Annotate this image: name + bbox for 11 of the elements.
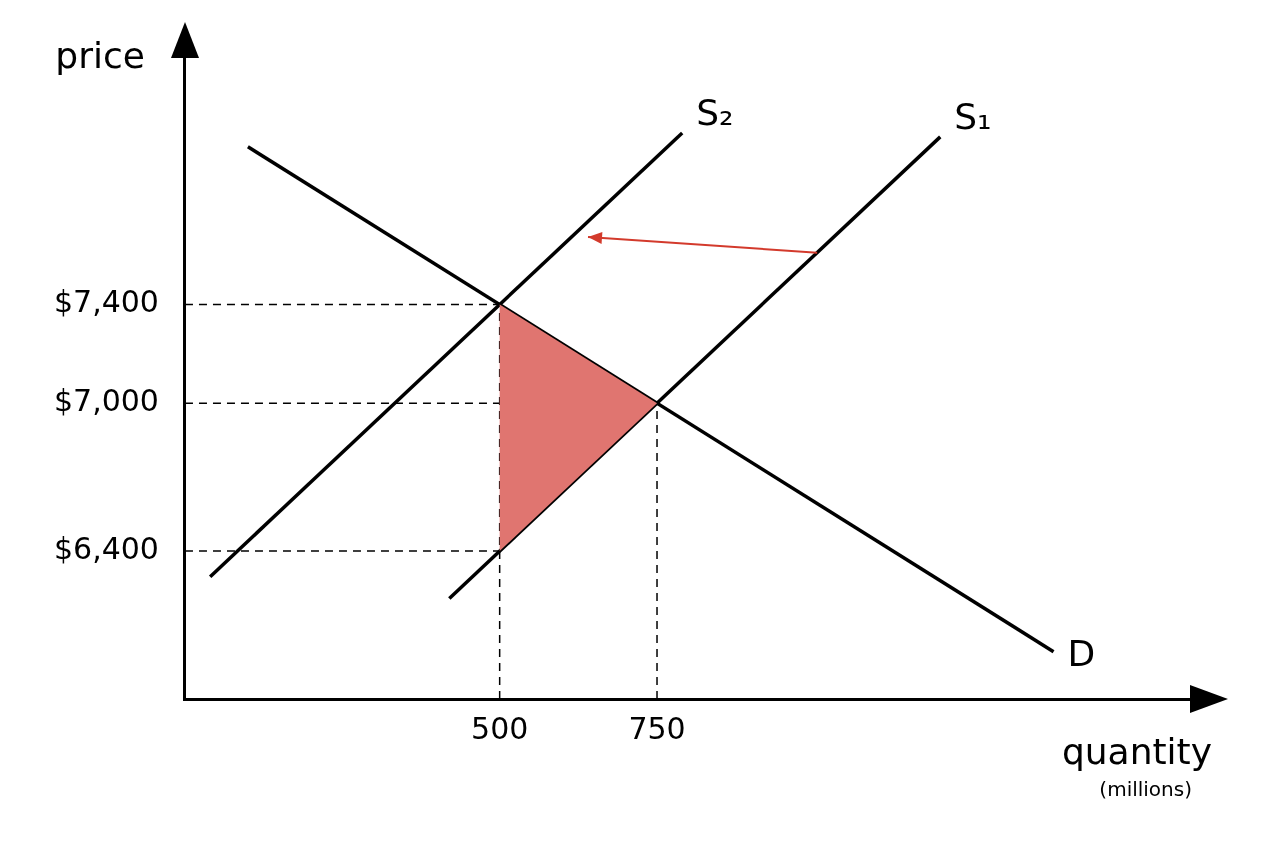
series-label: S₁: [954, 95, 992, 137]
y-tick-label: $7,400: [53, 284, 159, 320]
text: (millions): [1099, 777, 1192, 801]
x-tick-label: 750: [628, 710, 686, 746]
y-axis-title: price: [55, 35, 145, 76]
y-tick-label: $6,400: [53, 530, 159, 566]
x-tick-label: 500: [471, 710, 529, 746]
series-label: S₂: [696, 91, 734, 133]
y-tick-label: $7,000: [53, 382, 159, 418]
series-label: D: [1067, 632, 1096, 674]
x-axis-title: quantity: [1061, 731, 1212, 772]
